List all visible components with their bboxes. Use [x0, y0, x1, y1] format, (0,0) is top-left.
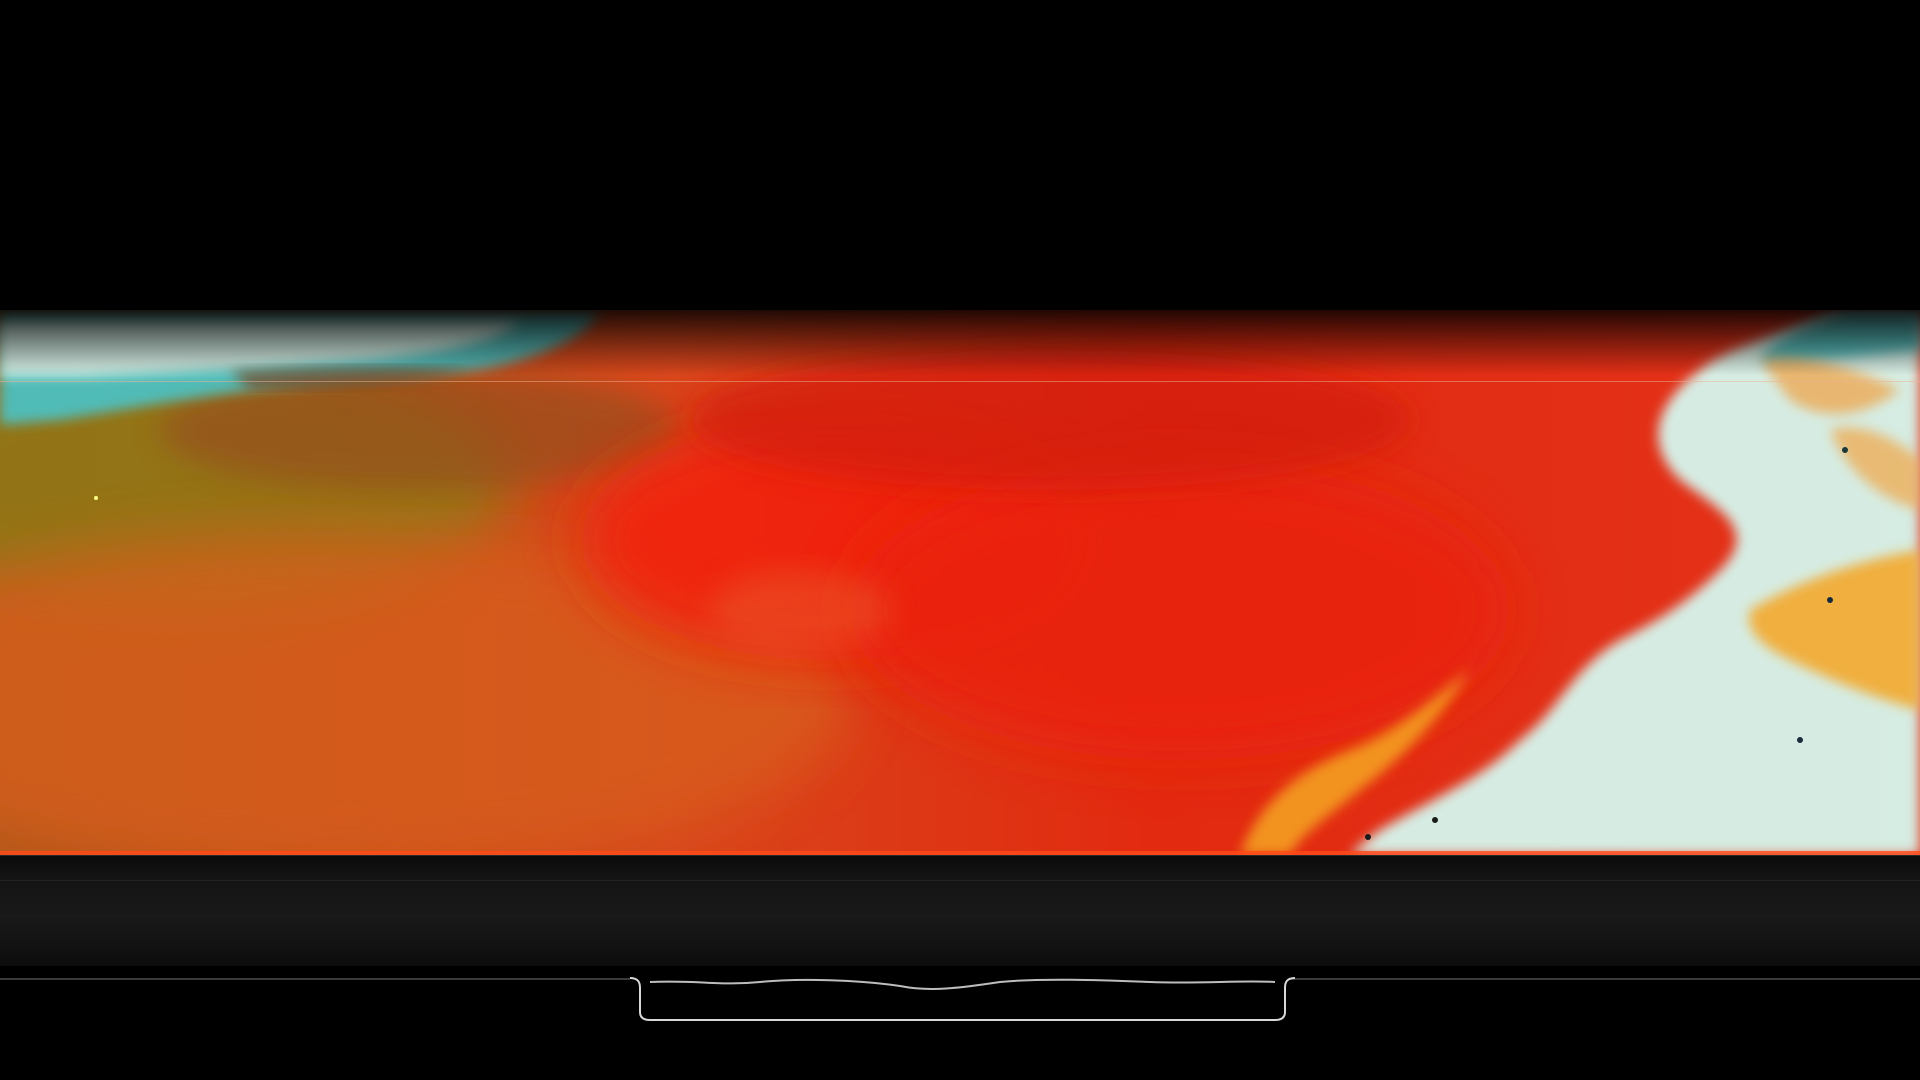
- base-plate-right: [1290, 978, 1920, 980]
- stand-neck-curve: [649, 978, 1276, 990]
- bezel-seam: [0, 880, 1920, 881]
- top-edge-fade: [0, 310, 1920, 855]
- screen-image: [0, 310, 1920, 855]
- screen-bottom-edge: [0, 851, 1920, 855]
- dark-background: [0, 0, 1920, 320]
- floor: [0, 1030, 1920, 1080]
- stand-foot: [629, 977, 1296, 1021]
- tv-screen: [0, 310, 1920, 855]
- base-plate-left: [0, 978, 630, 980]
- tv-bezel: [0, 855, 1920, 966]
